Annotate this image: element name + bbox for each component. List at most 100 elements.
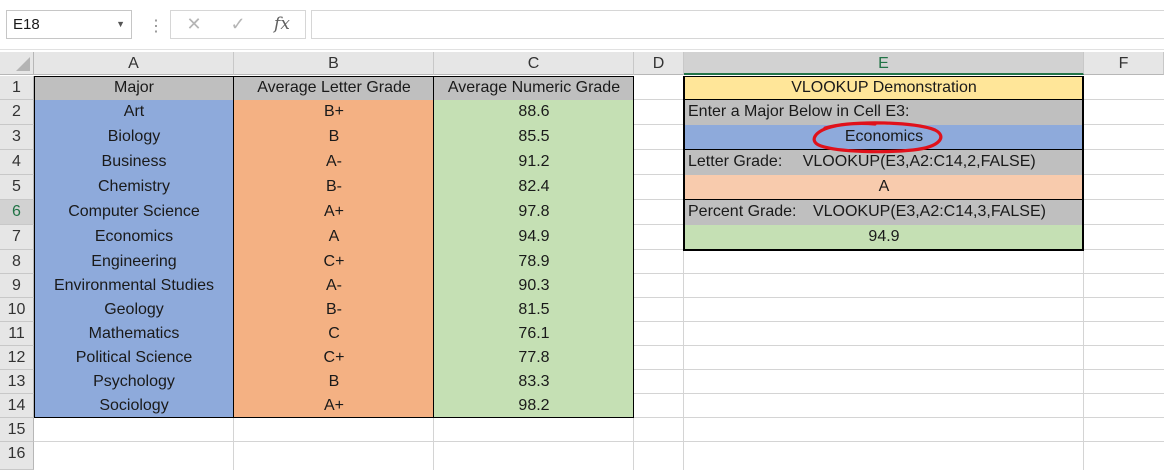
column-header-e[interactable]: E — [684, 52, 1084, 75]
percent-grade-label: Percent Grade: — [688, 203, 797, 220]
percent-grade-formula: VLOOKUP(E3,A2:C14,3,FALSE) — [812, 203, 1046, 220]
numeric-grade-cell[interactable]: 98.2 — [434, 394, 634, 418]
row-header-3[interactable]: 3 — [0, 125, 34, 150]
lookup-border — [683, 99, 1083, 100]
name-box-value: E18 — [13, 16, 40, 33]
letter-grade-label-cell[interactable]: Letter Grade: VLOOKUP(E3,A2:C14,2,FALSE) — [684, 150, 1084, 175]
row-header-2[interactable]: 2 — [0, 100, 34, 125]
table-border — [433, 76, 434, 418]
enter-icon[interactable]: ✓ — [230, 14, 246, 34]
insert-function-icon[interactable]: fx — [274, 14, 290, 34]
letter-grade-cell[interactable]: C — [234, 322, 434, 346]
numeric-grade-cell[interactable]: 76.1 — [434, 322, 634, 346]
row-header-8[interactable]: 8 — [0, 250, 34, 274]
row-header-9[interactable]: 9 — [0, 274, 34, 298]
major-cell[interactable]: Environmental Studies — [34, 274, 234, 298]
letter-grade-cell[interactable]: A+ — [234, 394, 434, 418]
table-border — [34, 417, 634, 418]
numeric-grade-cell[interactable]: 94.9 — [434, 225, 634, 250]
formula-input[interactable] — [311, 10, 1164, 39]
numeric-grade-cell[interactable]: 91.2 — [434, 150, 634, 175]
major-cell[interactable]: Psychology — [34, 370, 234, 394]
numeric-grade-cell[interactable]: 82.4 — [434, 175, 634, 200]
column-header-d[interactable]: D — [634, 52, 684, 75]
lookup-border — [1082, 76, 1084, 251]
letter-grade-cell[interactable]: B — [234, 370, 434, 394]
major-cell[interactable]: Biology — [34, 125, 234, 150]
formula-bar: E18 ▼ ⋮ ✕ ✓ fx — [0, 0, 1164, 50]
row-header-5[interactable]: 5 — [0, 175, 34, 200]
letter-grade-cell[interactable]: B- — [234, 298, 434, 322]
table-border — [633, 76, 634, 418]
numeric-grade-cell[interactable]: 90.3 — [434, 274, 634, 298]
major-cell[interactable]: Art — [34, 100, 234, 125]
select-all-button[interactable] — [0, 52, 34, 75]
header-cell-major[interactable]: Major — [34, 76, 234, 100]
lookup-border — [683, 149, 1083, 150]
letter-grade-cell[interactable]: C+ — [234, 250, 434, 274]
percent-grade-label-cell[interactable]: Percent Grade: VLOOKUP(E3,A2:C14,3,FALSE… — [684, 200, 1084, 225]
annotation-circle — [812, 121, 943, 154]
lookup-title[interactable]: VLOOKUP Demonstration — [684, 76, 1084, 100]
letter-grade-cell[interactable]: B — [234, 125, 434, 150]
table-border — [34, 76, 634, 77]
numeric-grade-cell[interactable]: 77.8 — [434, 346, 634, 370]
numeric-grade-cell[interactable]: 81.5 — [434, 298, 634, 322]
letter-grade-result[interactable]: A — [684, 175, 1084, 200]
header-cell-numeric-grade[interactable]: Average Numeric Grade — [434, 76, 634, 100]
major-cell[interactable]: Political Science — [34, 346, 234, 370]
lookup-prompt[interactable]: Enter a Major Below in Cell E3: — [684, 100, 1084, 125]
column-header-b[interactable]: B — [234, 52, 434, 75]
table-border — [233, 76, 234, 418]
numeric-grade-cell[interactable]: 97.8 — [434, 200, 634, 225]
letter-grade-cell[interactable]: A- — [234, 150, 434, 175]
lookup-border — [683, 249, 1084, 251]
more-options-icon[interactable]: ⋮ — [148, 18, 164, 35]
gridline — [34, 441, 1164, 442]
letter-grade-cell[interactable]: A+ — [234, 200, 434, 225]
lookup-border — [683, 76, 1083, 77]
lookup-input-cell[interactable]: Economics — [684, 125, 1084, 150]
lookup-border — [683, 76, 685, 251]
major-cell[interactable]: Business — [34, 150, 234, 175]
row-header-11[interactable]: 11 — [0, 322, 34, 346]
major-cell[interactable]: Chemistry — [34, 175, 234, 200]
name-box[interactable]: E18 ▼ — [6, 10, 132, 39]
column-header-c[interactable]: C — [434, 52, 634, 75]
major-cell[interactable]: Mathematics — [34, 322, 234, 346]
name-box-dropdown-icon[interactable]: ▼ — [116, 19, 125, 29]
row-header-12[interactable]: 12 — [0, 346, 34, 370]
numeric-grade-cell[interactable]: 83.3 — [434, 370, 634, 394]
column-header-a[interactable]: A — [34, 52, 234, 75]
lookup-border — [683, 199, 1083, 200]
letter-grade-cell[interactable]: A- — [234, 274, 434, 298]
row-header-13[interactable]: 13 — [0, 370, 34, 394]
letter-grade-cell[interactable]: C+ — [234, 346, 434, 370]
row-header-7[interactable]: 7 — [0, 225, 34, 250]
row-header-14[interactable]: 14 — [0, 394, 34, 418]
row-header-15[interactable]: 15 — [0, 418, 34, 442]
formula-buttons: ✕ ✓ fx — [170, 10, 306, 39]
row-header-10[interactable]: 10 — [0, 298, 34, 322]
row-header-16[interactable]: 16 — [0, 442, 34, 470]
letter-grade-cell[interactable]: B+ — [234, 100, 434, 125]
row-header-4[interactable]: 4 — [0, 150, 34, 175]
letter-grade-label: Letter Grade: — [688, 153, 783, 170]
percent-grade-result[interactable]: 94.9 — [684, 225, 1084, 250]
row-header-1[interactable]: 1 — [0, 76, 34, 100]
numeric-grade-cell[interactable]: 85.5 — [434, 125, 634, 150]
major-cell[interactable]: Engineering — [34, 250, 234, 274]
row-header-6[interactable]: 6 — [0, 200, 34, 225]
major-cell[interactable]: Geology — [34, 298, 234, 322]
numeric-grade-cell[interactable]: 78.9 — [434, 250, 634, 274]
numeric-grade-cell[interactable]: 88.6 — [434, 100, 634, 125]
header-cell-letter-grade[interactable]: Average Letter Grade — [234, 76, 434, 100]
column-header-f[interactable]: F — [1084, 52, 1164, 75]
major-cell[interactable]: Economics — [34, 225, 234, 250]
table-border — [34, 76, 35, 418]
major-cell[interactable]: Sociology — [34, 394, 234, 418]
major-cell[interactable]: Computer Science — [34, 200, 234, 225]
letter-grade-cell[interactable]: B- — [234, 175, 434, 200]
letter-grade-cell[interactable]: A — [234, 225, 434, 250]
cancel-icon[interactable]: ✕ — [186, 14, 202, 34]
